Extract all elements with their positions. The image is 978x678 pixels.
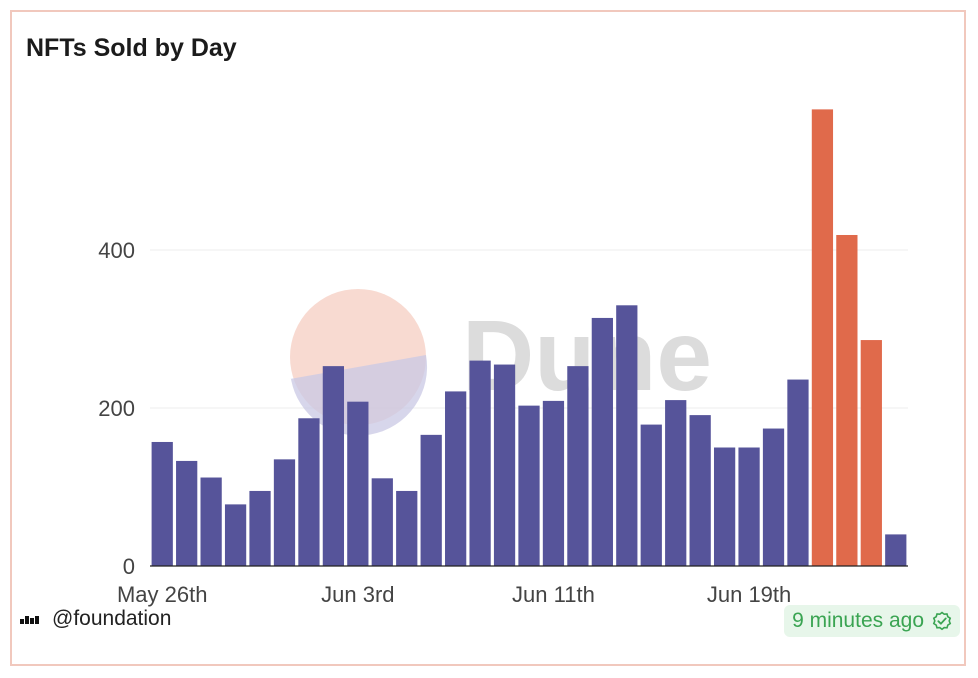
bar[interactable] xyxy=(787,379,809,566)
bar[interactable] xyxy=(567,366,589,566)
y-tick-label: 400 xyxy=(98,238,135,263)
bar[interactable] xyxy=(493,364,516,566)
bar[interactable] xyxy=(542,400,565,566)
timestamp-text: 9 minutes ago xyxy=(792,609,924,632)
bar[interactable] xyxy=(151,441,173,566)
bar[interactable] xyxy=(518,405,540,566)
bar[interactable] xyxy=(640,424,662,566)
bar[interactable] xyxy=(860,340,882,566)
foundation-logo-icon xyxy=(20,614,40,624)
bar[interactable] xyxy=(200,477,222,566)
bar[interactable] xyxy=(591,317,613,566)
bar[interactable] xyxy=(396,490,418,566)
x-tick-label: Jun 3rd xyxy=(321,582,394,607)
bar[interactable] xyxy=(713,447,736,567)
x-tick-label: Jun 19th xyxy=(707,582,791,607)
bar[interactable] xyxy=(885,534,907,566)
author-handle[interactable]: @foundation xyxy=(52,607,172,630)
bar[interactable] xyxy=(347,401,369,566)
verified-check-icon xyxy=(932,611,952,631)
x-tick-label: Jun 11th xyxy=(512,582,595,607)
bar[interactable] xyxy=(322,366,345,566)
bar[interactable] xyxy=(224,504,247,566)
bar[interactable] xyxy=(445,391,467,566)
y-tick-label: 0 xyxy=(123,554,135,579)
refresh-timestamp-badge[interactable]: 9 minutes ago xyxy=(784,605,960,637)
bar[interactable] xyxy=(371,478,393,566)
bar[interactable] xyxy=(249,490,271,566)
chart-title: NFTs Sold by Day xyxy=(26,34,237,62)
bar[interactable] xyxy=(738,447,760,567)
x-tick-label: May 26th xyxy=(117,582,208,607)
bar[interactable] xyxy=(836,234,858,567)
bar[interactable] xyxy=(689,415,711,566)
bar[interactable] xyxy=(762,428,785,566)
bar[interactable] xyxy=(811,109,834,566)
bar[interactable] xyxy=(616,305,638,566)
bar[interactable] xyxy=(420,434,442,566)
bar[interactable] xyxy=(176,460,198,566)
bar[interactable] xyxy=(273,459,296,566)
y-tick-label: 200 xyxy=(98,396,135,421)
bar[interactable] xyxy=(298,418,320,566)
bar[interactable] xyxy=(469,360,491,566)
bar[interactable] xyxy=(665,400,687,566)
author-info[interactable]: @foundation xyxy=(20,607,171,631)
